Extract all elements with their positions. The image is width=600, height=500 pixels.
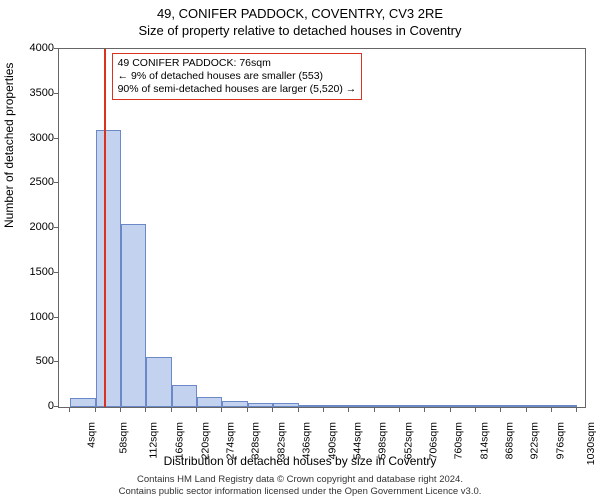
ytick-mark bbox=[54, 93, 58, 94]
xtick-label: 652sqm bbox=[402, 422, 414, 459]
histogram-bar bbox=[349, 405, 374, 407]
histogram-bar bbox=[146, 357, 171, 407]
ytick-label: 3000 bbox=[30, 132, 54, 144]
histogram-bar bbox=[527, 405, 552, 407]
ytick-label: 1000 bbox=[30, 311, 54, 323]
histogram-bar bbox=[552, 405, 577, 407]
xtick-label: 382sqm bbox=[275, 422, 287, 459]
xtick-label: 112sqm bbox=[148, 422, 160, 459]
ytick-mark bbox=[54, 138, 58, 139]
xtick-mark bbox=[247, 408, 248, 412]
ytick-label: 3500 bbox=[30, 87, 54, 99]
xtick-label: 58sqm bbox=[117, 422, 129, 454]
histogram-bar bbox=[425, 405, 450, 407]
xtick-label: 490sqm bbox=[326, 422, 338, 459]
histogram-bar bbox=[248, 403, 273, 407]
footer-attribution: Contains HM Land Registry data © Crown c… bbox=[0, 474, 600, 498]
ytick-label: 4000 bbox=[30, 42, 54, 54]
xtick-mark bbox=[348, 408, 349, 412]
xtick-mark bbox=[450, 408, 451, 412]
xtick-mark bbox=[120, 408, 121, 412]
xtick-label: 922sqm bbox=[529, 422, 541, 459]
xtick-mark bbox=[145, 408, 146, 412]
xtick-label: 166sqm bbox=[174, 422, 186, 459]
xtick-label: 1030sqm bbox=[585, 422, 597, 465]
ytick-mark bbox=[54, 317, 58, 318]
y-axis-label: Number of detached properties bbox=[2, 63, 16, 228]
ytick-mark bbox=[54, 48, 58, 49]
xtick-label: 814sqm bbox=[478, 422, 490, 459]
xtick-mark bbox=[69, 408, 70, 412]
xtick-mark bbox=[500, 408, 501, 412]
xtick-label: 220sqm bbox=[199, 422, 211, 459]
xtick-mark bbox=[399, 408, 400, 412]
annotation-line3: 90% of semi-detached houses are larger (… bbox=[118, 83, 357, 96]
ytick-label: 2500 bbox=[30, 176, 54, 188]
histogram-bar bbox=[197, 397, 222, 407]
xtick-label: 760sqm bbox=[453, 422, 465, 459]
histogram-bar bbox=[70, 398, 95, 407]
subject-marker-line bbox=[104, 49, 106, 407]
xtick-mark bbox=[221, 408, 222, 412]
xtick-label: 868sqm bbox=[503, 422, 515, 459]
histogram-bar bbox=[299, 405, 324, 407]
histogram-bar bbox=[172, 385, 197, 407]
ytick-label: 1500 bbox=[30, 266, 54, 278]
xtick-label: 328sqm bbox=[250, 422, 262, 459]
histogram-bar bbox=[501, 405, 526, 407]
histogram-bar bbox=[375, 405, 400, 407]
xtick-label: 274sqm bbox=[224, 422, 236, 459]
ytick-mark bbox=[54, 406, 58, 407]
xtick-label: 544sqm bbox=[351, 422, 363, 459]
xtick-mark bbox=[95, 408, 96, 412]
annotation-line2: ← 9% of detached houses are smaller (553… bbox=[118, 70, 357, 83]
xtick-label: 598sqm bbox=[377, 422, 389, 459]
xtick-mark bbox=[475, 408, 476, 412]
xtick-label: 976sqm bbox=[554, 422, 566, 459]
ytick-mark bbox=[54, 227, 58, 228]
xtick-label: 4sqm bbox=[86, 422, 98, 448]
xtick-mark bbox=[551, 408, 552, 412]
histogram-bar bbox=[273, 403, 298, 407]
histogram-bar bbox=[451, 405, 476, 407]
xtick-label: 706sqm bbox=[427, 422, 439, 459]
histogram-bar bbox=[96, 130, 121, 407]
xtick-mark bbox=[272, 408, 273, 412]
ytick-mark bbox=[54, 272, 58, 273]
xtick-mark bbox=[424, 408, 425, 412]
footer-line2: Contains public sector information licen… bbox=[0, 486, 600, 498]
histogram-bar bbox=[121, 224, 146, 407]
title-line1: 49, CONIFER PADDOCK, COVENTRY, CV3 2RE bbox=[0, 0, 600, 21]
xtick-mark bbox=[323, 408, 324, 412]
xtick-mark bbox=[526, 408, 527, 412]
histogram-bar bbox=[222, 401, 247, 407]
xtick-mark bbox=[171, 408, 172, 412]
footer-line1: Contains HM Land Registry data © Crown c… bbox=[0, 474, 600, 486]
title-line2: Size of property relative to detached ho… bbox=[0, 21, 600, 38]
ytick-label: 2000 bbox=[30, 221, 54, 233]
ytick-mark bbox=[54, 182, 58, 183]
ytick-label: 500 bbox=[36, 355, 54, 367]
histogram-bar bbox=[324, 405, 349, 407]
xtick-label: 436sqm bbox=[301, 422, 313, 459]
ytick-mark bbox=[54, 361, 58, 362]
histogram-bar bbox=[476, 405, 501, 407]
histogram-bar bbox=[400, 405, 425, 407]
xtick-mark bbox=[374, 408, 375, 412]
annotation-box: 49 CONIFER PADDOCK: 76sqm← 9% of detache… bbox=[112, 53, 363, 100]
annotation-line1: 49 CONIFER PADDOCK: 76sqm bbox=[118, 57, 357, 70]
chart-plot-area: 49 CONIFER PADDOCK: 76sqm← 9% of detache… bbox=[58, 48, 586, 408]
xtick-mark bbox=[196, 408, 197, 412]
xtick-mark bbox=[298, 408, 299, 412]
xtick-mark bbox=[576, 408, 577, 412]
